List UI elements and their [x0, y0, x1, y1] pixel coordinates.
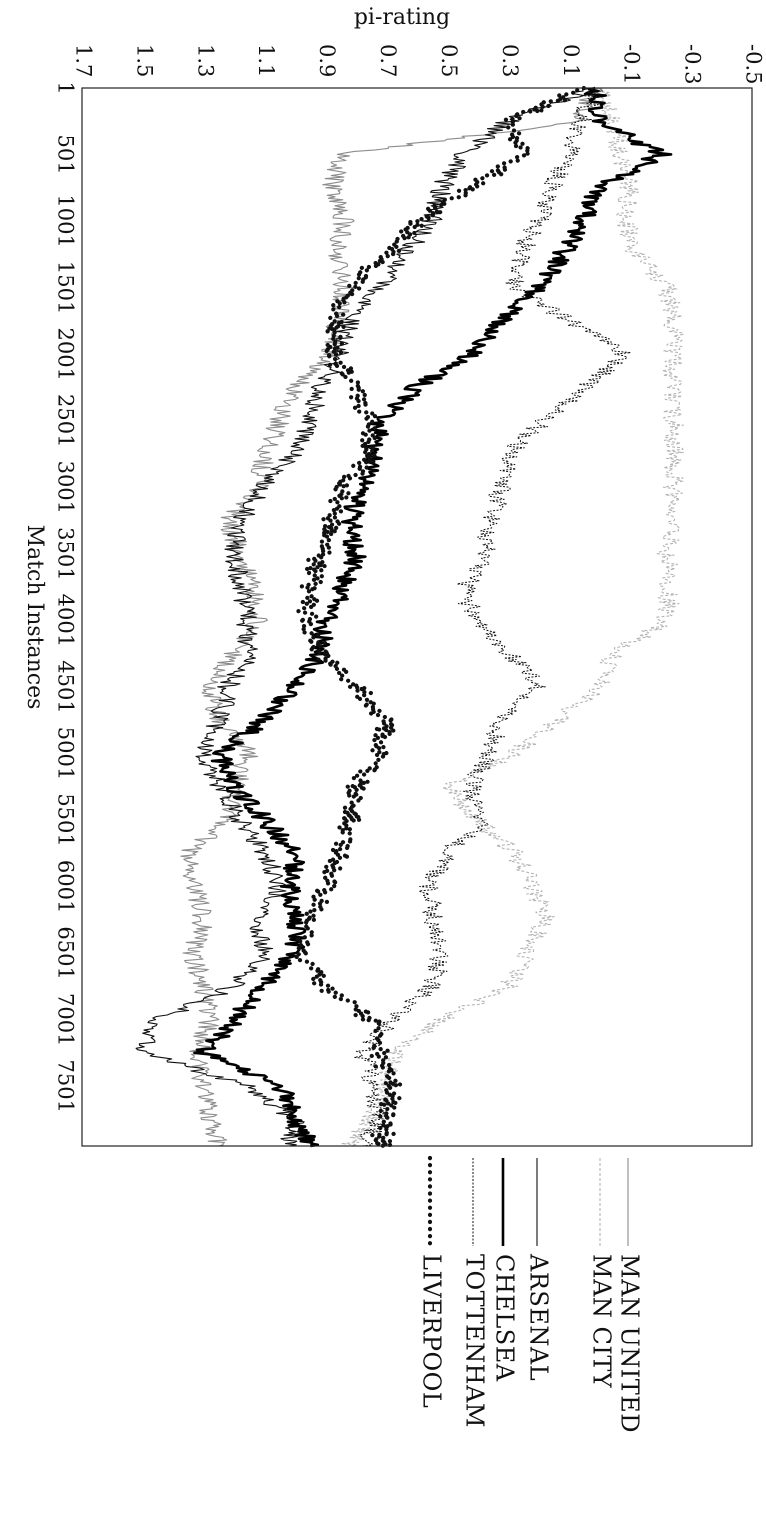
series-line-man-united — [180, 87, 603, 1147]
y-tick-label: -0.1 — [620, 44, 644, 85]
series-lines — [135, 85, 684, 1149]
y-tick-label: 0.5 — [437, 44, 461, 77]
x-tick-label: 7501 — [54, 1060, 78, 1113]
x-tick-label: 4001 — [54, 594, 78, 647]
series-line-chelsea — [193, 86, 673, 1148]
x-tick-label: 6501 — [54, 926, 78, 979]
series-line-tottenham — [353, 87, 632, 1147]
x-tick-label: 3501 — [54, 527, 78, 580]
legend-label: ARSENAL — [525, 1253, 553, 1381]
y-tick-label: 0.3 — [498, 44, 522, 77]
x-axis-title: Match Instances — [22, 525, 47, 710]
y-tick-label: 0.1 — [559, 44, 583, 77]
x-tick-label: 6001 — [54, 860, 78, 913]
x-tick-label: 7001 — [54, 993, 78, 1046]
x-tick-label: 1 — [54, 81, 78, 94]
legend-label: MAN UNITED — [616, 1254, 644, 1433]
x-tick-label: 501 — [54, 135, 78, 175]
y-tick-label: 1.5 — [132, 44, 156, 77]
legend-label: LIVERPOOL — [418, 1254, 446, 1408]
y-tick-label: 0.7 — [376, 44, 400, 77]
series-line-man-city — [340, 87, 684, 1147]
series-line-arsenal — [135, 87, 597, 1147]
plot-frame — [81, 87, 753, 1147]
y-tick-label: 1.1 — [254, 44, 278, 77]
legend-label: MAN CITY — [588, 1254, 616, 1389]
x-tick-label: 4501 — [54, 660, 78, 713]
legend-label: TOTTENHAM — [461, 1254, 489, 1428]
y-tick-label: 1.3 — [193, 44, 217, 77]
x-tick-label: 2501 — [54, 394, 78, 447]
tick-labels: -0.5 -0.3 -0.1 0.1 0.3 0.5 0.7 0.9 1.1 1.3 1.5 1.7 1… — [54, 44, 766, 1113]
x-tick-label: 1501 — [54, 261, 78, 314]
x-tick-label: 2001 — [54, 327, 78, 380]
x-tick-label: 5001 — [54, 727, 78, 780]
series-line-liverpool — [292, 85, 586, 1149]
x-tick-label: 1001 — [54, 194, 78, 247]
y-tick-label: -0.5 — [742, 44, 766, 85]
legend-label: CHELSEA — [491, 1254, 519, 1382]
x-tick-label: 3001 — [54, 461, 78, 514]
x-tick-label: 5501 — [54, 793, 78, 846]
y-tick-label: 1.7 — [72, 44, 96, 77]
y-axis-title: pi-rating — [354, 5, 450, 30]
y-tick-label: 0.9 — [315, 44, 339, 77]
y-tick-label: -0.3 — [681, 44, 705, 85]
